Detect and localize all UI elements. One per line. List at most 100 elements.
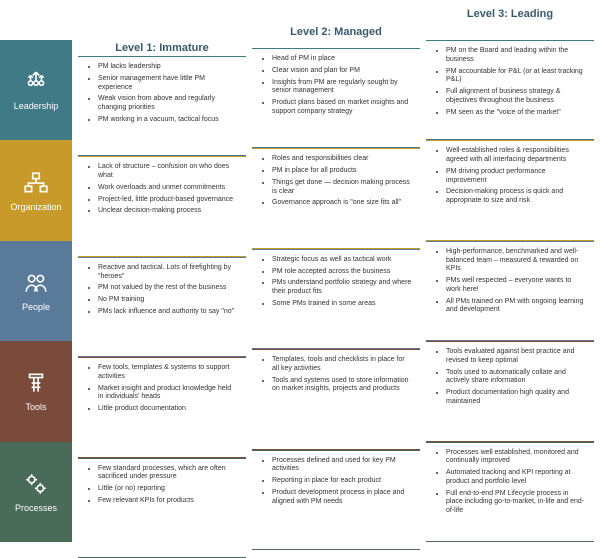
bullet: Tools evaluated against best practice an… — [446, 348, 586, 366]
bullet: Head of PM in place — [272, 55, 412, 64]
level-label: Level 2: Managed — [290, 26, 382, 38]
bullet: PM in place for all products — [272, 167, 412, 176]
row-label-processes: Processes — [0, 442, 72, 542]
bullet: Strategic focus as well as tactical work — [272, 256, 412, 265]
cell-organization-level1: Lack of structure – confusion on who doe… — [78, 156, 246, 256]
cell-processes-level1: Few standard processes, which are often … — [78, 458, 246, 558]
row-label-text: Tools — [25, 402, 46, 412]
bullet: Full alignment of business strategy & ob… — [446, 88, 586, 106]
row-label-text: Processes — [15, 503, 57, 513]
cell-organization-level2: Roles and responsibilities clear PM in pl… — [252, 148, 420, 248]
bullet: PMs well respected – everyone wants to w… — [446, 277, 586, 295]
bullet: PM not valued by the rest of the busines… — [98, 284, 238, 293]
processes-icon — [23, 471, 49, 497]
bullet: PM on the Board and leading within the b… — [446, 47, 586, 65]
level-header-1: Level 1: Immature — [78, 16, 246, 56]
row-label-tools: Tools — [0, 341, 72, 441]
bullet: Senior management have little PM experie… — [98, 75, 238, 93]
level-header-2: Level 2: Managed — [252, 8, 420, 48]
bullet: Automated tracking and KPI reporting at … — [446, 469, 586, 487]
bullet: Roles and responsibilities clear — [272, 155, 412, 164]
bullet: Tools and systems used to store informat… — [272, 377, 412, 395]
bullet-list: Few tools, templates & systems to suppor… — [88, 364, 238, 417]
bullet: PM role accepted across the business — [272, 268, 412, 277]
cell-tools-level3: Tools evaluated against best practice an… — [426, 341, 594, 441]
bullet: Few relevant KPIs for products — [98, 497, 238, 506]
bullet: Clear vision and plan for PM — [272, 67, 412, 76]
bullet: Few standard processes, which are often … — [98, 465, 238, 483]
cell-tools-level1: Few tools, templates & systems to suppor… — [78, 357, 246, 457]
bullet: Templates, tools and checklists in place… — [272, 356, 412, 374]
bullet: Some PMs trained in some areas — [272, 300, 412, 309]
cell-people-level3: High-performance, benchmarked and well-b… — [426, 241, 594, 341]
bullet-list: Few standard processes, which are often … — [88, 465, 238, 509]
bullet-list: Reactive and tactical. Lots of firefight… — [88, 264, 238, 320]
corner-spacer — [0, 0, 72, 40]
cell-leadership-level1: PM lacks leadership Senior management hav… — [78, 56, 246, 156]
bullet: Unclear decision-making process — [98, 207, 238, 216]
maturity-matrix: Level 1: Immature Level 2: Managed Level… — [0, 0, 600, 542]
bullet-list: Well-established roles & responsibilitie… — [436, 147, 586, 209]
bullet: Reactive and tactical. Lots of firefight… — [98, 264, 238, 282]
cell-processes-level3: Processes well established, monitored an… — [426, 442, 594, 542]
bullet: Governance approach is "one size fits al… — [272, 199, 412, 208]
bullet: Few tools, templates & systems to suppor… — [98, 364, 238, 382]
bullet: Decision-making process is quick and app… — [446, 188, 586, 206]
bullet: Project-led, little product-based govern… — [98, 196, 238, 205]
bullet: PM lacks leadership — [98, 63, 238, 72]
bullet-list: Processes well established, monitored an… — [436, 449, 586, 519]
bullet-list: High-performance, benchmarked and well-b… — [436, 248, 586, 318]
bullet-list: Head of PM in place Clear vision and plan… — [262, 55, 412, 120]
bullet-list: Tools evaluated against best practice an… — [436, 348, 586, 410]
bullet: Market insight and product knowledge hel… — [98, 385, 238, 403]
bullet: PM seen as the "voice of the market" — [446, 109, 586, 118]
row-label-text: Organization — [10, 202, 61, 212]
bullet: Work overloads and unmet commitments — [98, 184, 238, 193]
bullet: PMs lack influence and authority to say … — [98, 308, 238, 317]
bullet: Things get done — decision making proces… — [272, 179, 412, 197]
cell-processes-level2: Processes defined and used for key PM ac… — [252, 450, 420, 550]
bullet-list: PM on the Board and leading within the b… — [436, 47, 586, 120]
tools-icon — [23, 370, 49, 396]
bullet: No PM training — [98, 296, 238, 305]
cell-organization-level3: Well-established roles & responsibilitie… — [426, 140, 594, 240]
row-label-text: People — [22, 302, 50, 312]
level-label: Level 3: Leading — [467, 8, 553, 20]
bullet: Processes defined and used for key PM ac… — [272, 457, 412, 475]
bullet: Product development process in place and… — [272, 489, 412, 507]
bullet: PM driving product performance improveme… — [446, 168, 586, 186]
bullet: High-performance, benchmarked and well-b… — [446, 248, 586, 274]
bullet: Insights from PM are regularly sought by… — [272, 79, 412, 97]
bullet: PM accountable for P&L (or at least trac… — [446, 68, 586, 86]
bullet-list: Lack of structure – confusion on who doe… — [88, 163, 238, 219]
row-label-people: People — [0, 241, 72, 341]
bullet: Full end-to-end PM Lifecycle process in … — [446, 490, 586, 516]
bullet: Product plans based on market insights a… — [272, 99, 412, 117]
bullet: Lack of structure – confusion on who doe… — [98, 163, 238, 181]
level-label: Level 1: Immature — [115, 42, 209, 54]
cell-leadership-level3: PM on the Board and leading within the b… — [426, 40, 594, 140]
bullet-list: Roles and responsibilities clear PM in pl… — [262, 155, 412, 211]
row-label-text: Leadership — [14, 101, 59, 111]
people-icon — [23, 270, 49, 296]
bullet: Little product documentation — [98, 405, 238, 414]
bullet: PM working in a vacuum, tactical focus — [98, 116, 238, 125]
bullet: Product documentation high quality and m… — [446, 389, 586, 407]
cell-people-level2: Strategic focus as well as tactical work… — [252, 249, 420, 349]
bullet: Reporting in place for each product — [272, 477, 412, 486]
bullet-list: PM lacks leadership Senior management hav… — [88, 63, 238, 128]
cell-tools-level2: Templates, tools and checklists in place… — [252, 349, 420, 449]
bullet-list: Templates, tools and checklists in place… — [262, 356, 412, 397]
bullet-list: Processes defined and used for key PM ac… — [262, 457, 412, 510]
cell-people-level1: Reactive and tactical. Lots of firefight… — [78, 257, 246, 357]
bullet: PMs understand portfolio strategy and wh… — [272, 279, 412, 297]
row-label-leadership: Leadership — [0, 40, 72, 140]
cell-leadership-level2: Head of PM in place Clear vision and plan… — [252, 48, 420, 148]
level-header-3: Level 3: Leading — [426, 0, 594, 40]
bullet: Weak vision from above and regularly cha… — [98, 95, 238, 113]
row-label-organization: Organization — [0, 140, 72, 240]
bullet-list: Strategic focus as well as tactical work… — [262, 256, 412, 312]
org-icon — [23, 170, 49, 196]
bullet: Little (or no) reporting — [98, 485, 238, 494]
bullet: Well-established roles & responsibilitie… — [446, 147, 586, 165]
